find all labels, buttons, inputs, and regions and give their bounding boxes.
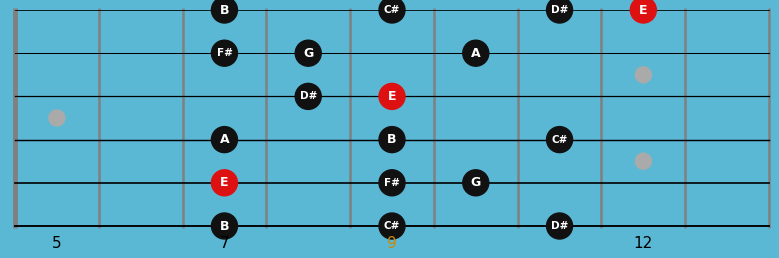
Circle shape [379, 170, 405, 196]
Circle shape [49, 110, 65, 126]
Circle shape [636, 67, 651, 83]
Circle shape [379, 127, 405, 152]
Text: E: E [220, 176, 229, 189]
Circle shape [295, 83, 321, 109]
Text: G: G [303, 47, 313, 60]
Text: F#: F# [217, 48, 232, 58]
Text: C#: C# [384, 221, 400, 231]
Circle shape [636, 153, 651, 169]
Text: F#: F# [384, 178, 400, 188]
Text: E: E [388, 90, 397, 103]
Text: B: B [220, 220, 229, 232]
Text: A: A [220, 133, 229, 146]
Text: B: B [387, 133, 397, 146]
Text: D#: D# [551, 221, 568, 231]
Text: G: G [471, 176, 481, 189]
Circle shape [547, 127, 573, 152]
Circle shape [211, 0, 238, 23]
Circle shape [547, 0, 573, 23]
Circle shape [211, 127, 238, 152]
Text: C#: C# [384, 5, 400, 15]
Circle shape [630, 0, 657, 23]
Circle shape [547, 213, 573, 239]
Circle shape [379, 83, 405, 109]
Text: D#: D# [551, 5, 568, 15]
Circle shape [295, 40, 321, 66]
Text: C#: C# [552, 135, 568, 144]
Text: D#: D# [300, 91, 317, 101]
Text: B: B [220, 4, 229, 17]
Text: 7: 7 [220, 237, 229, 252]
Circle shape [211, 170, 238, 196]
Text: 12: 12 [633, 237, 653, 252]
Text: E: E [639, 4, 647, 17]
Circle shape [211, 213, 238, 239]
Circle shape [211, 40, 238, 66]
Circle shape [379, 213, 405, 239]
Text: A: A [471, 47, 481, 60]
Circle shape [379, 0, 405, 23]
Circle shape [463, 40, 488, 66]
Circle shape [463, 170, 488, 196]
Text: 5: 5 [52, 237, 62, 252]
Text: 9: 9 [387, 237, 397, 252]
